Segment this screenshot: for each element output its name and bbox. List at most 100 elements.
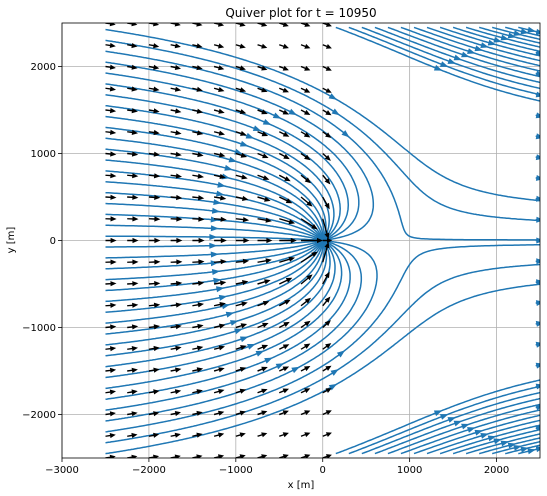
quiver-arrow (257, 174, 270, 180)
streamline-arrowhead (535, 341, 540, 348)
streamline-arrowhead (520, 446, 529, 453)
quiver-arrow (127, 432, 138, 438)
quiver-arrow (257, 152, 269, 159)
quiver-arrow (148, 411, 160, 417)
quiver-arrow (235, 23, 246, 27)
quiver-arrow (257, 43, 268, 49)
quiver-arrow (322, 365, 332, 372)
quiver-arrow (192, 173, 204, 179)
quiver-arrow (105, 411, 116, 417)
x-tick-label: 1000 (397, 465, 422, 476)
streamline-arrowhead (474, 429, 483, 436)
quiver-arrow (279, 388, 289, 394)
streamline-arrowhead (500, 440, 510, 447)
quiver-arrow (235, 388, 247, 394)
quiver-arrow (279, 65, 289, 71)
streamline-arrowhead (447, 417, 456, 423)
quiver-arrow (170, 259, 183, 265)
streamline-arrowhead (331, 108, 340, 116)
quiver-arrow (300, 432, 311, 438)
streamline-arrowhead (439, 414, 449, 420)
quiver-arrow (170, 64, 181, 70)
streamline-arrowhead (535, 154, 540, 161)
quiver-arrow (257, 410, 268, 416)
x-tick-label: 0 (320, 465, 326, 476)
streamline-arrowhead (252, 125, 262, 132)
quiver-arrow (213, 130, 225, 136)
quiver-arrow (213, 43, 225, 49)
quiver-arrow (148, 64, 160, 70)
streamline-arrowhead (536, 279, 540, 286)
y-tick-label: −1000 (22, 323, 56, 334)
quiver-arrow (322, 241, 330, 263)
streamline-arrowhead (467, 427, 476, 433)
quiver-arrow (170, 216, 183, 222)
quiver-arrow (257, 87, 268, 93)
quiver-arrow (278, 321, 290, 329)
streamline-arrowhead (218, 294, 228, 301)
quiver-arrow (235, 432, 246, 438)
x-tick-label: −3000 (45, 465, 79, 476)
quiver-arrow (322, 23, 332, 27)
quiver-arrow (322, 237, 333, 244)
quiver-arrow (257, 454, 268, 458)
quiver-arrow (235, 87, 247, 93)
x-tick-label: −1000 (219, 465, 253, 476)
quiver-arrow (127, 108, 138, 114)
streamline-arrowhead (480, 42, 489, 48)
quiver-arrow (235, 280, 249, 286)
quiver-arrow (279, 87, 289, 93)
quiver-arrow (170, 43, 181, 49)
quiver-arrow (213, 410, 225, 416)
quiver-arrow (170, 432, 181, 438)
quiver-arrow (192, 410, 203, 416)
streamline-arrowhead (234, 328, 243, 335)
streamline-arrowhead (210, 225, 219, 232)
quiver-arrow (127, 237, 139, 244)
quiver-arrow (170, 280, 183, 287)
quiver-arrow (127, 86, 138, 92)
quiver-arrow (213, 345, 225, 351)
streamline-arrowhead (493, 438, 502, 445)
quiver-arrow (170, 411, 181, 417)
streamline-arrowhead (213, 277, 222, 284)
quiver-arrow (170, 345, 182, 351)
quiver-arrow (105, 23, 116, 27)
quiver-arrow (213, 302, 226, 308)
quiver-arrow (192, 65, 203, 71)
quiver-arrow (213, 432, 225, 438)
streamline-arrowhead (264, 357, 273, 364)
quiver-arrow (279, 43, 289, 49)
quiver-arrow (192, 280, 205, 286)
quiver-arrow (105, 346, 117, 352)
quiver-arrow (105, 129, 117, 135)
streamline-arrowhead (535, 112, 540, 119)
quiver-arrow (105, 324, 117, 330)
quiver-arrow (213, 152, 226, 158)
streamline-arrowhead (513, 445, 522, 451)
quiver-arrow (148, 259, 161, 265)
quiver-arrow (192, 86, 203, 92)
streamline-arrowhead (255, 350, 265, 357)
y-tick-label: 0 (50, 236, 56, 247)
quiver-arrow (192, 323, 204, 329)
quiver-arrow (148, 86, 160, 92)
quiver-arrow (213, 173, 226, 179)
quiver-arrow (257, 279, 271, 285)
quiver-arrow (148, 367, 160, 373)
quiver-arrow (279, 366, 290, 372)
quiver-arrow (322, 432, 332, 437)
quiver-arrow (170, 173, 182, 179)
quiver-arrow (300, 366, 311, 372)
streamline-arrowhead (461, 423, 470, 430)
quiver-arrow (148, 194, 161, 200)
quiver-arrow (213, 367, 225, 373)
quiver-arrow (235, 345, 247, 351)
quiver-arrow (127, 23, 138, 27)
y-tick-label: 1000 (31, 149, 56, 160)
quiver-arrow (213, 108, 225, 114)
quiver-arrow (105, 194, 117, 200)
quiver-arrow (214, 237, 227, 244)
quiver-arrow (192, 237, 205, 244)
quiver-arrow (235, 258, 250, 264)
